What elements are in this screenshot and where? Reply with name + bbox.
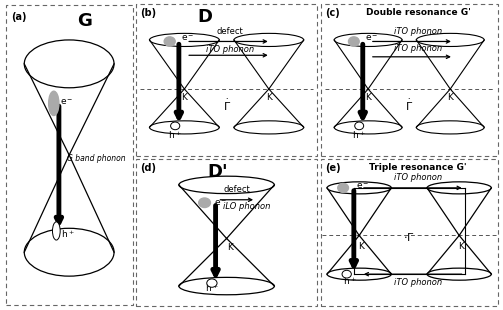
Text: (b): (b) (140, 8, 156, 18)
Text: e$^-$: e$^-$ (356, 182, 369, 191)
Text: G: G (77, 12, 92, 30)
Text: h$^+$: h$^+$ (169, 129, 182, 141)
Text: G band phonon: G band phonon (66, 153, 125, 162)
Text: e$^-$: e$^-$ (60, 97, 73, 107)
Text: h$^+$: h$^+$ (61, 228, 75, 240)
Text: defect: defect (223, 185, 250, 194)
Circle shape (164, 37, 175, 46)
Text: h$^+$: h$^+$ (344, 275, 357, 286)
Circle shape (207, 279, 217, 287)
Text: (a): (a) (12, 12, 27, 22)
Text: iTO phonon: iTO phonon (394, 44, 442, 53)
Text: Triple resonance G': Triple resonance G' (369, 162, 467, 171)
Circle shape (171, 122, 180, 130)
Text: iLO phonon: iLO phonon (223, 202, 270, 211)
Text: h$^+$: h$^+$ (353, 129, 366, 141)
Text: K: K (266, 93, 272, 102)
Text: defect: defect (217, 27, 243, 36)
Text: iTO phonon: iTO phonon (394, 173, 442, 182)
Text: iTO phonon: iTO phonon (394, 277, 442, 286)
Text: $\dot{\Gamma}$: $\dot{\Gamma}$ (405, 97, 413, 113)
Text: e$^-$: e$^-$ (214, 198, 227, 207)
Text: e$^-$: e$^-$ (365, 33, 378, 43)
Circle shape (355, 122, 364, 130)
Circle shape (349, 37, 359, 46)
Text: h$^+$: h$^+$ (205, 282, 219, 294)
Text: $\dot{\Gamma}$: $\dot{\Gamma}$ (222, 97, 231, 113)
Text: Double resonance G': Double resonance G' (366, 8, 470, 17)
Text: K: K (182, 93, 187, 102)
Text: $\cdot\Gamma$: $\cdot\Gamma$ (403, 232, 415, 243)
Circle shape (49, 91, 59, 116)
Circle shape (52, 222, 60, 240)
Text: e$^-$: e$^-$ (181, 33, 194, 43)
Text: (e): (e) (325, 162, 341, 173)
Text: K: K (447, 93, 453, 102)
Text: K: K (365, 93, 371, 102)
Text: K: K (358, 242, 364, 251)
Text: iTO phonon: iTO phonon (394, 27, 442, 36)
Text: K: K (458, 242, 464, 251)
Text: K: K (227, 243, 233, 252)
Text: D: D (197, 8, 212, 26)
Circle shape (342, 270, 351, 278)
Circle shape (338, 184, 349, 192)
Text: D': D' (207, 162, 228, 180)
Text: (c): (c) (325, 8, 340, 18)
Text: (d): (d) (140, 162, 156, 173)
Circle shape (199, 198, 210, 207)
Text: iTO phonon: iTO phonon (206, 45, 255, 54)
